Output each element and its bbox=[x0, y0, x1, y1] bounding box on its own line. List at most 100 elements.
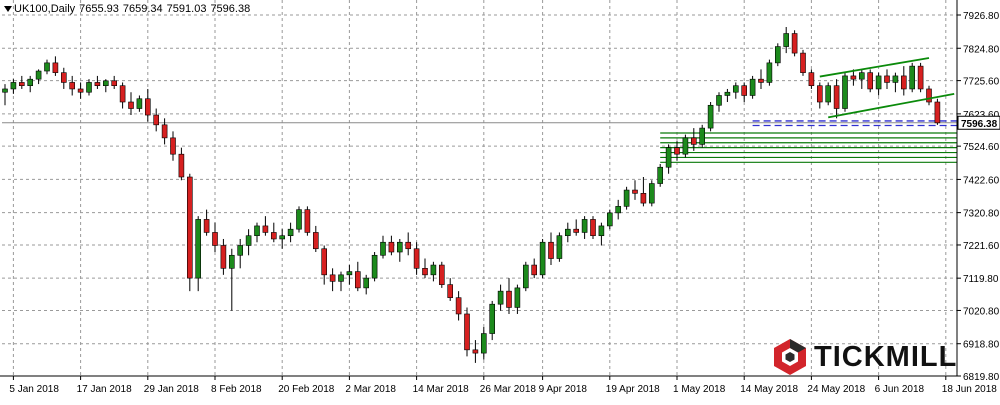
candle-bear bbox=[220, 245, 227, 269]
candle-bull bbox=[103, 80, 109, 86]
candle-bull bbox=[564, 228, 571, 237]
symbol-label: UK100,Daily bbox=[14, 3, 76, 15]
candle-bear bbox=[850, 75, 857, 80]
candle-bear bbox=[455, 297, 462, 315]
candle-bear bbox=[741, 85, 748, 96]
candle-bull bbox=[86, 82, 92, 93]
candle-bull bbox=[598, 225, 605, 237]
candle-bear bbox=[153, 114, 159, 126]
x-tick-label: 14 May 2018 bbox=[740, 384, 798, 395]
candle-bear bbox=[119, 85, 126, 103]
candle-bear bbox=[926, 88, 932, 103]
candle-bull bbox=[732, 85, 739, 93]
x-tick-label: 6 Jun 2018 bbox=[875, 384, 925, 395]
candle-bear bbox=[464, 313, 470, 351]
candle-bear bbox=[917, 65, 924, 90]
triangle-down-icon[interactable] bbox=[4, 5, 12, 13]
candle-bear bbox=[212, 232, 218, 246]
candle-bull bbox=[136, 98, 143, 109]
candle-bull bbox=[287, 228, 294, 237]
candle-bull bbox=[489, 303, 496, 334]
candle-bear bbox=[816, 85, 823, 103]
candle-bear bbox=[77, 88, 84, 93]
brand-name: TICKMILL bbox=[814, 340, 958, 373]
candle-bull bbox=[615, 206, 622, 214]
candle-bear bbox=[934, 101, 941, 124]
candle-bear bbox=[262, 225, 269, 233]
x-tick-label: 14 Mar 2018 bbox=[413, 384, 470, 395]
candle-bull bbox=[35, 70, 42, 80]
x-tick-label: 1 May 2018 bbox=[673, 384, 726, 395]
candle-bear bbox=[178, 153, 185, 178]
candle-bear bbox=[94, 82, 101, 86]
x-tick-label: 2 Mar 2018 bbox=[345, 384, 396, 395]
candle-bull bbox=[606, 212, 613, 227]
candle-bull bbox=[27, 78, 34, 86]
candle-bear bbox=[447, 284, 454, 298]
candle-bear bbox=[791, 33, 798, 54]
candle-bear bbox=[548, 241, 554, 259]
candle-bull bbox=[657, 166, 664, 184]
y-tick-label: 7623.60 bbox=[963, 110, 1000, 121]
candle-bull bbox=[237, 245, 243, 256]
trend-line bbox=[828, 92, 955, 119]
candle-bull bbox=[279, 235, 286, 240]
candle-bull bbox=[783, 33, 790, 47]
candle-bull bbox=[682, 137, 689, 155]
y-tick-label: 7119.80 bbox=[963, 274, 999, 285]
candle-bull bbox=[749, 78, 756, 96]
candle-bear bbox=[329, 274, 336, 282]
y-tick-label: 7926.80 bbox=[963, 11, 1000, 22]
candle-bull bbox=[774, 46, 781, 64]
x-tick-label: 8 Feb 2018 bbox=[211, 384, 262, 395]
candle-bull bbox=[665, 147, 672, 168]
tickmill-hexagon-icon bbox=[774, 339, 806, 375]
y-tick-label: 7020.80 bbox=[963, 306, 1000, 317]
candle-bear bbox=[758, 78, 764, 83]
y-tick-label: 7824.80 bbox=[963, 44, 1000, 55]
candle-bear bbox=[145, 98, 151, 116]
candle-bear bbox=[170, 137, 176, 155]
y-tick-label: 6819.80 bbox=[963, 372, 1000, 383]
candle-bear bbox=[867, 72, 874, 90]
candle-bull bbox=[581, 219, 588, 233]
candle-bear bbox=[800, 52, 806, 73]
candle-bear bbox=[438, 264, 445, 285]
candle-bull bbox=[724, 91, 731, 96]
x-tick-label: 26 Mar 2018 bbox=[480, 384, 537, 395]
candle-bear bbox=[472, 349, 479, 354]
candle-bear bbox=[573, 228, 580, 233]
candle-bull bbox=[522, 264, 529, 289]
candle-bear bbox=[690, 137, 697, 145]
candle-bull bbox=[623, 189, 630, 207]
candle-bear bbox=[531, 264, 538, 276]
candle-bear bbox=[674, 147, 680, 155]
candle-bull bbox=[892, 75, 899, 83]
candle-bear bbox=[808, 72, 815, 86]
candle-bear bbox=[18, 82, 25, 86]
high-value: 7659.34 bbox=[122, 3, 163, 15]
candle-bear bbox=[632, 189, 638, 194]
y-tick-label: 7725.60 bbox=[963, 77, 1000, 88]
candle-bull bbox=[229, 254, 235, 269]
candle-bull bbox=[497, 290, 504, 305]
x-tick-label: 20 Feb 2018 bbox=[278, 384, 335, 395]
candle-bull bbox=[396, 241, 403, 253]
low-value: 7591.03 bbox=[166, 3, 207, 15]
candle-bear bbox=[590, 219, 596, 237]
candle-bull bbox=[44, 62, 50, 72]
open-value: 7655.93 bbox=[79, 3, 119, 15]
candle-bull bbox=[825, 85, 832, 103]
candle-bear bbox=[270, 232, 277, 240]
candle-bull bbox=[254, 225, 260, 237]
grid-lines bbox=[2, 0, 957, 377]
y-tick-label: 6918.80 bbox=[963, 340, 1000, 351]
candle-bear bbox=[312, 232, 319, 250]
candle-bear bbox=[388, 241, 395, 253]
candle-bull bbox=[707, 104, 714, 129]
candle-bull bbox=[875, 75, 882, 90]
candle-bear bbox=[900, 75, 907, 90]
candle-bear bbox=[884, 75, 890, 83]
